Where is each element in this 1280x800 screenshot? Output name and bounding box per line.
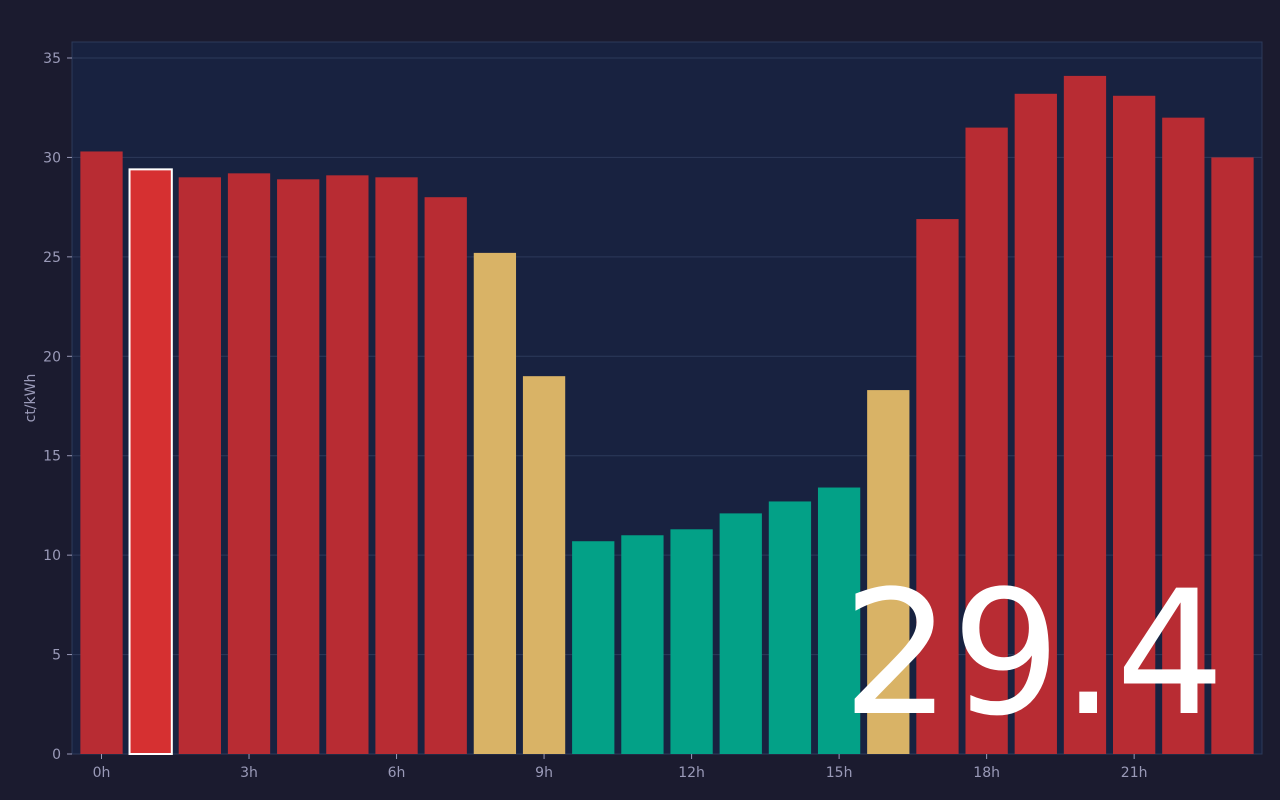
- bar: [768, 501, 812, 754]
- y-axis-label: ct/kWh: [23, 374, 39, 423]
- bar: [277, 179, 320, 754]
- x-tick-label: 9h: [535, 765, 553, 781]
- bar: [1113, 95, 1156, 755]
- current-price: 29.4: [842, 553, 1225, 754]
- x-tick-label: 3h: [240, 765, 258, 781]
- plot-area: [71, 41, 1263, 755]
- bar: [1063, 75, 1107, 754]
- bar: [227, 173, 271, 754]
- bar-highlighted: [128, 168, 173, 756]
- x-tick-label: 12h: [678, 765, 705, 781]
- y-tick-label: 10: [43, 548, 61, 564]
- bar: [473, 252, 517, 754]
- bar: [817, 487, 861, 754]
- bar: [178, 177, 221, 755]
- bar: [621, 535, 664, 754]
- bar: [965, 127, 1008, 755]
- bar: [670, 529, 713, 754]
- y-tick-label: 30: [43, 150, 61, 166]
- y-tick-label: 25: [43, 250, 61, 266]
- bar: [1014, 93, 1057, 754]
- bar: [326, 175, 369, 755]
- bar: [522, 376, 566, 754]
- bar: [1162, 117, 1205, 754]
- bar: [424, 197, 467, 754]
- bar: [80, 151, 123, 754]
- x-tick-label: 0h: [93, 765, 111, 781]
- x-tick-label: 6h: [388, 765, 406, 781]
- bar: [572, 541, 615, 754]
- bar: [375, 177, 418, 755]
- x-tick-label: 15h: [826, 765, 853, 781]
- bar: [719, 513, 762, 754]
- bar: [916, 219, 959, 754]
- y-tick-label: 20: [43, 349, 61, 365]
- y-tick-label: 0: [52, 747, 61, 763]
- y-tick-label: 15: [43, 449, 61, 465]
- bar: [867, 390, 910, 754]
- x-tick-label: 18h: [973, 765, 1000, 781]
- y-tick-label: 35: [43, 51, 61, 67]
- y-tick-label: 5: [52, 648, 61, 664]
- x-tick-label: 21h: [1121, 765, 1148, 781]
- bar: [1211, 157, 1254, 754]
